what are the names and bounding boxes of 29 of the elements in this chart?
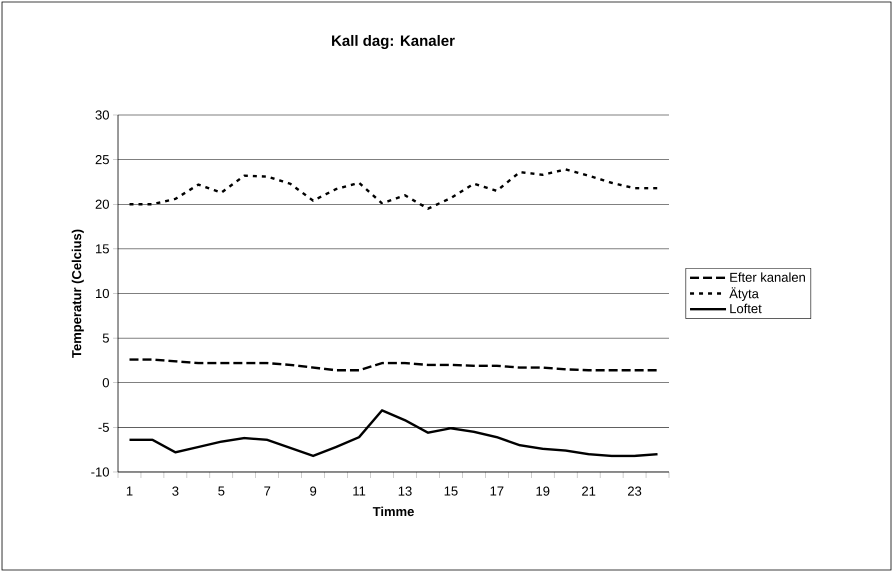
x-tick-label: 3	[172, 486, 178, 496]
x-tick-label: 1	[126, 486, 132, 496]
line-series	[128, 409, 659, 458]
y-tick-label: 0	[102, 378, 109, 388]
legend-label: Efter kanalen	[730, 272, 805, 282]
x-tick-label: 23	[628, 486, 642, 496]
chart-title: Kall dag: Kanaler	[332, 34, 455, 50]
legend-label: Loftet	[730, 304, 762, 314]
y-tick-label: -5	[98, 422, 109, 432]
legend-label: Ätyta	[729, 287, 759, 301]
x-tick-label: 17	[490, 486, 504, 496]
y-tick-label: 10	[96, 288, 109, 298]
y-axis-title: Temperatur (Celcius)	[72, 230, 84, 358]
line-series	[128, 168, 659, 210]
y-tick-label: -10	[91, 467, 109, 477]
x-tick-label: 9	[310, 486, 316, 496]
y-tick-label: 20	[96, 200, 109, 209]
y-tick-label: 25	[96, 155, 109, 164]
x-tick-label: 15	[444, 486, 458, 496]
x-tick-label: 5	[218, 486, 224, 496]
x-tick-label: 13	[398, 486, 412, 496]
x-tick-label: 11	[353, 486, 366, 496]
x-tick-label: 21	[582, 486, 596, 496]
y-tick-label: 15	[96, 244, 109, 254]
y-tick-label: 30	[96, 110, 109, 120]
x-tick-label: 7	[264, 486, 270, 496]
x-tick-label: 19	[536, 486, 550, 496]
x-axis-title: Timme	[372, 506, 414, 516]
y-tick-label: 5	[102, 334, 109, 343]
